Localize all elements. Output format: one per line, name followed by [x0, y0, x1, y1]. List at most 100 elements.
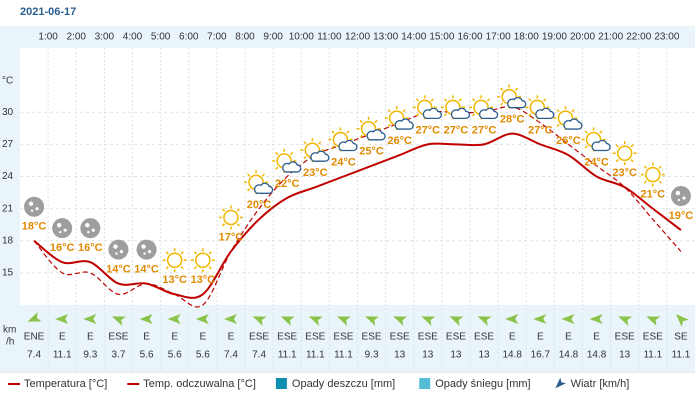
moon [52, 218, 73, 239]
wind-direction: E [199, 332, 206, 343]
weather-icon [640, 162, 665, 187]
moon [670, 186, 691, 207]
wind-direction: E [59, 332, 66, 343]
wind-arrow [505, 314, 519, 324]
temp-label: 26°C [387, 135, 412, 147]
wind-speed: 9.3 [365, 350, 379, 361]
weather-icon [553, 106, 583, 131]
legend-label: Opady deszczu [mm] [292, 378, 395, 390]
wind-arrow [675, 314, 689, 327]
sun-ray [318, 141, 322, 145]
weather-icon [497, 84, 527, 109]
wind-speed: 9.3 [83, 350, 97, 361]
x-tick-label: 9:00 [263, 32, 283, 43]
wind-direction: ESE [474, 332, 494, 343]
sun-ray [599, 130, 603, 134]
temp-label: 27°C [528, 124, 553, 136]
x-tick-label: 14:00 [401, 32, 426, 43]
sun-ray [275, 151, 279, 156]
wind-speed: 5.6 [168, 350, 182, 361]
moon-crater [141, 244, 146, 249]
sun-ray [486, 98, 491, 102]
moon-crater [56, 222, 62, 228]
sun-ray [630, 159, 634, 163]
weather-icon [581, 127, 611, 152]
sun-ray [643, 165, 647, 169]
wind-direction: ESE [615, 332, 635, 343]
wind-unit: /h [6, 337, 14, 348]
sun-ray [261, 173, 266, 177]
temp-label: 14°C [106, 263, 131, 275]
wind-arrow [111, 316, 126, 326]
moon-crater [87, 230, 90, 234]
temp-label: 18°C [22, 221, 47, 233]
y-tick-label: 18 [2, 235, 14, 246]
cloud [507, 97, 527, 109]
wind-arrow [477, 316, 492, 326]
sun-ray [303, 156, 307, 160]
weather-icon [328, 127, 358, 152]
sun-ray [458, 98, 462, 102]
sun-ray [359, 119, 363, 123]
sun-ray [658, 165, 662, 169]
x-tick-label: 13:00 [373, 32, 398, 43]
wind-direction: ESE [249, 332, 269, 343]
x-tick-label: 18:00 [514, 32, 539, 43]
sun-ray [556, 123, 560, 128]
wind-direction: E [593, 332, 600, 343]
sun-ray [430, 98, 434, 102]
weather-icon [136, 239, 157, 260]
wind-speed: 11.1 [334, 350, 353, 361]
wind-arrow [139, 314, 153, 324]
wind-speed: 14.8 [502, 350, 522, 361]
weather-icon [384, 106, 414, 131]
wind-arrow [449, 316, 464, 326]
sun-ray [387, 109, 391, 113]
moon-crater [675, 190, 681, 196]
wind-arrow [393, 316, 408, 326]
temp-label: 27°C [472, 124, 497, 136]
wind-arrow [589, 314, 603, 324]
sun-ray [472, 113, 476, 117]
legend-label: Wiatr [km/h] [571, 378, 630, 390]
sun-ray [290, 151, 294, 156]
x-tick-label: 20:00 [570, 32, 595, 43]
wind-speed: 3.7 [111, 350, 125, 361]
sun-ray [643, 180, 647, 184]
sun [616, 145, 633, 161]
x-tick-label: 2:00 [67, 32, 87, 43]
cloud [310, 150, 330, 162]
wind-direction: ESE [418, 332, 438, 343]
wind-speed: 7.4 [252, 350, 266, 361]
wind-speed: 7.4 [224, 350, 238, 361]
weather-icon [670, 186, 691, 207]
weather-icon [272, 148, 302, 173]
sun-ray [193, 251, 197, 255]
wind-direction: ESE [362, 332, 382, 343]
wind-speed: 11.1 [53, 350, 72, 361]
moon-crater [35, 207, 39, 211]
wind-arrow [533, 314, 547, 324]
sun-ray [247, 173, 251, 177]
legend-swatch [419, 378, 431, 389]
sun-ray [346, 130, 350, 134]
wind-arrow [252, 316, 267, 326]
moon-crater [28, 201, 34, 206]
cloud [450, 107, 471, 120]
sun-ray [500, 87, 504, 91]
sun-ray [275, 166, 279, 170]
wind-speed: 16.7 [531, 350, 551, 361]
temp-label: 16°C [78, 242, 103, 254]
moon-crater [58, 230, 62, 234]
wind-speed: 13 [450, 350, 462, 361]
wind-direction: SE [674, 332, 688, 343]
sun-ray [415, 98, 419, 102]
weather-icon [218, 205, 243, 230]
weather-icon [440, 95, 471, 120]
sun-ray [359, 134, 363, 138]
wind-speed: 13 [394, 350, 406, 361]
wind-direction: E [228, 332, 235, 343]
x-tick-label: 16:00 [457, 32, 482, 43]
x-tick-label: 23:00 [654, 32, 679, 43]
sun-ray [443, 113, 448, 117]
